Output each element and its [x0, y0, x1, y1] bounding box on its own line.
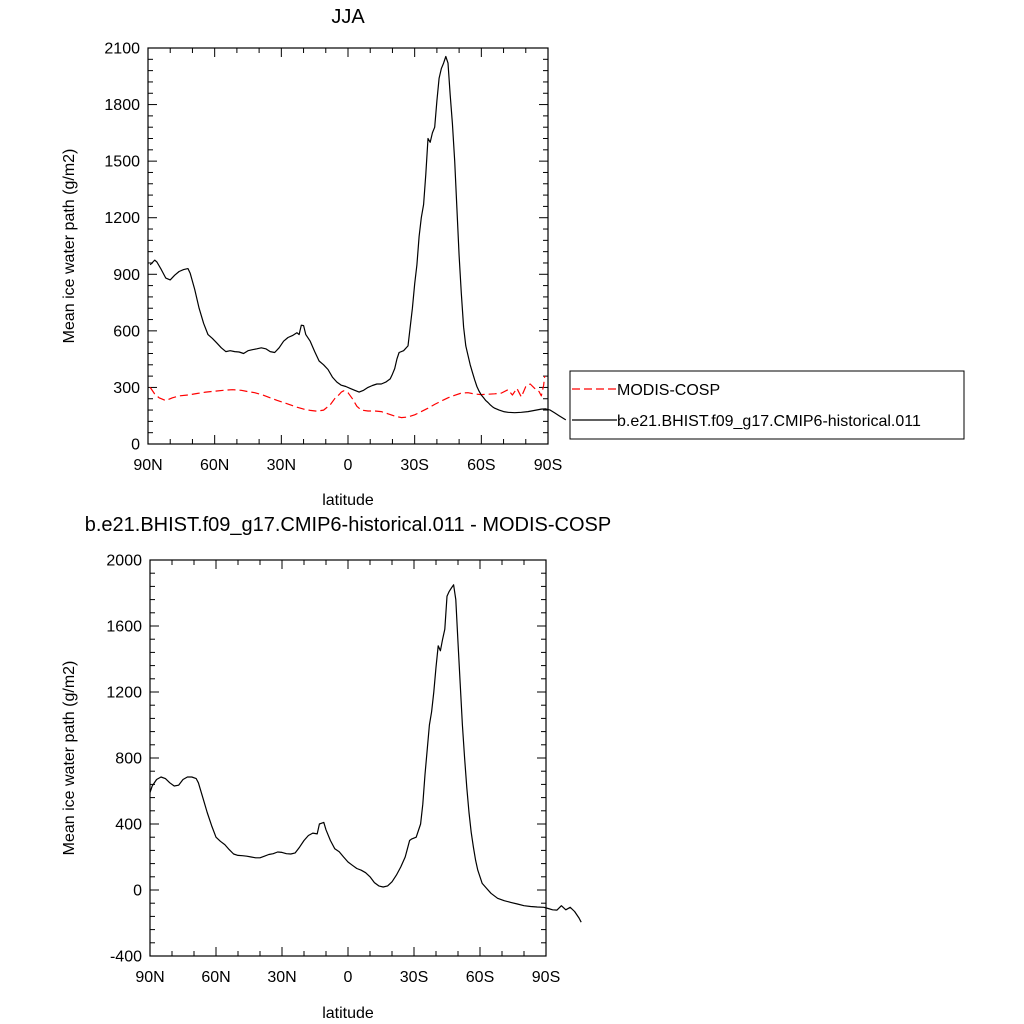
y-tick-label: 0 — [131, 437, 140, 454]
series-line-1 — [149, 584, 582, 923]
lines-top — [149, 55, 567, 421]
legend: MODIS-COSP b.e21.BHIST.f09_g17.CMIP6-his… — [569, 370, 965, 440]
legend-box — [569, 370, 965, 440]
legend-label-modis: MODIS-COSP — [617, 382, 720, 399]
x-tick-label: 60N — [201, 969, 230, 986]
x-tick-label: 30S — [400, 457, 428, 474]
x-tick-label: 0 — [344, 969, 353, 986]
ticks-bottom — [149, 559, 547, 957]
y-axis-label-top: Mean ice water path (g/m2) — [61, 149, 78, 344]
y-tick-label: 800 — [115, 751, 142, 768]
plot-frame-bottom — [149, 559, 547, 957]
lines-bottom — [149, 584, 582, 923]
title-bottom: b.e21.BHIST.f09_g17.CMIP6-historical.011… — [85, 514, 612, 536]
x-tick-label: 0 — [344, 457, 353, 474]
y-tick-label: 400 — [115, 817, 142, 834]
x-tick-label: 90S — [532, 969, 560, 986]
x-tick-label: 30S — [400, 969, 428, 986]
x-tick-label: 90N — [133, 457, 162, 474]
y-tick-label: 0 — [133, 883, 142, 900]
y-tick-label: 2100 — [104, 41, 140, 58]
y-tick-label: 1600 — [106, 619, 142, 636]
panel-bottom: b.e21.BHIST.f09_g17.CMIP6-historical.011… — [61, 514, 611, 1022]
y-tick-label: 1500 — [104, 154, 140, 171]
y-tick-labels-bottom: -400 0 400 800 1200 1600 2000 — [106, 553, 142, 966]
plot-frame-top — [147, 47, 549, 445]
y-tick-label: 1200 — [106, 685, 142, 702]
x-tick-label: 90N — [135, 969, 164, 986]
series-line-2 — [149, 55, 567, 421]
legend-label-model: b.e21.BHIST.f09_g17.CMIP6-historical.011 — [617, 413, 921, 430]
x-axis-label-top: latitude — [322, 492, 374, 509]
x-tick-label: 60S — [466, 969, 494, 986]
y-tick-label: 1800 — [104, 97, 140, 114]
x-tick-label: 30N — [267, 457, 296, 474]
x-tick-label: 30N — [267, 969, 296, 986]
panel-top: JJA 0 300 600 900 1200 1500 1800 2100 90N 60N 30N… — [61, 6, 965, 509]
y-tick-label: -400 — [110, 949, 142, 966]
y-tick-labels-top: 0 300 600 900 1200 1500 1800 2100 — [104, 41, 140, 454]
x-tick-labels-top: 90N 60N 30N 0 30S 60S 90S — [133, 457, 562, 474]
x-tick-labels-bottom: 90N 60N 30N 0 30S 60S 90S — [135, 969, 560, 986]
y-tick-label: 600 — [113, 323, 140, 340]
y-axis-label-bottom: Mean ice water path (g/m2) — [61, 661, 78, 856]
y-tick-label: 1200 — [104, 210, 140, 227]
x-tick-label: 90S — [534, 457, 562, 474]
x-tick-label: 60S — [467, 457, 495, 474]
title-top: JJA — [331, 6, 365, 28]
ticks-top — [147, 47, 549, 445]
x-axis-label-bottom: latitude — [322, 1005, 374, 1022]
series-line-1 — [149, 376, 546, 419]
y-tick-label: 300 — [113, 380, 140, 397]
x-tick-label: 60N — [200, 457, 229, 474]
y-tick-label: 2000 — [106, 553, 142, 570]
y-tick-label: 900 — [113, 267, 140, 284]
